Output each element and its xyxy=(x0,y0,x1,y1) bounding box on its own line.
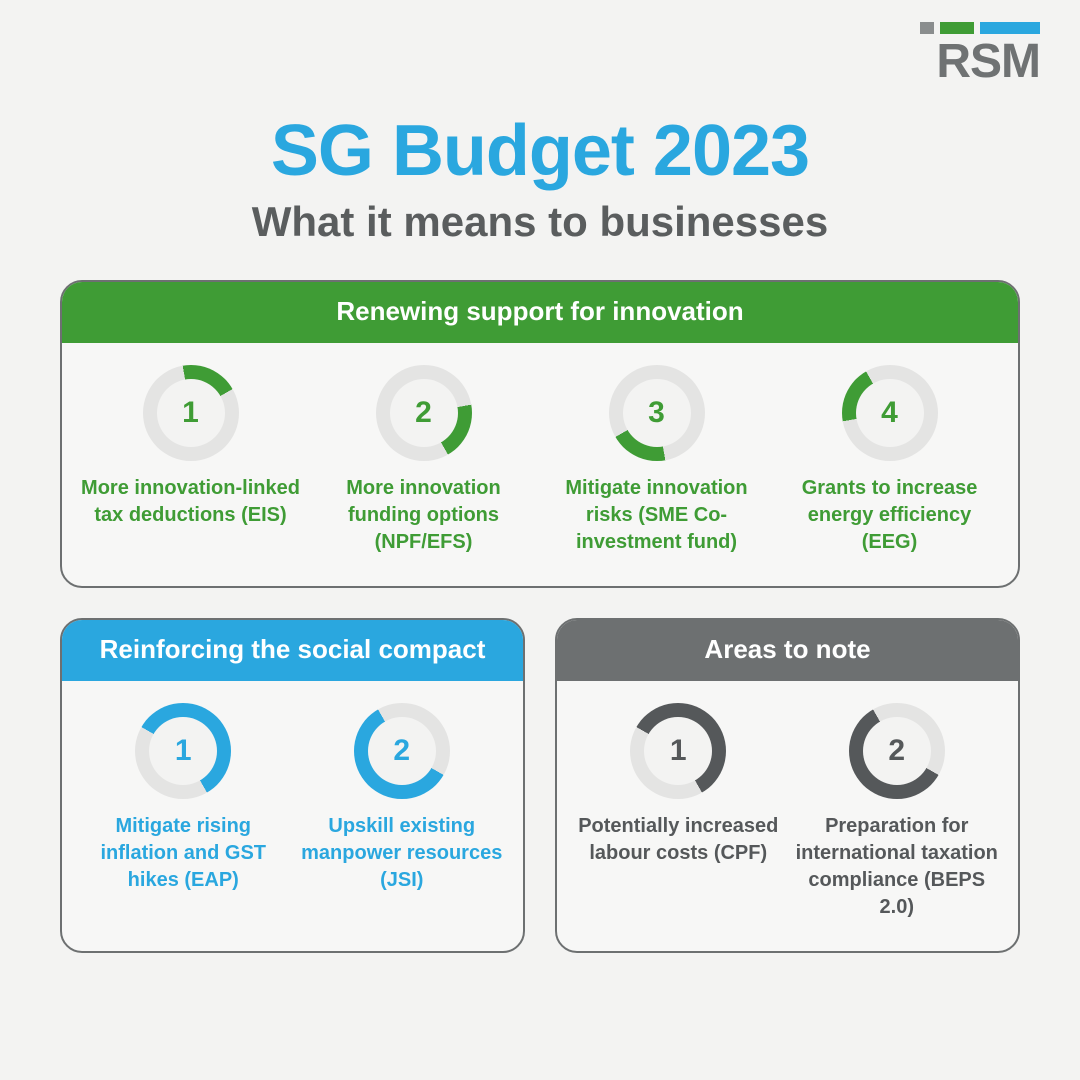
item-social-1: 1 Mitigate rising inflation and GST hike… xyxy=(80,703,287,894)
card-header-social: Reinforcing the social compact xyxy=(62,620,523,681)
card-innovation: Renewing support for innovation 1 More i… xyxy=(60,280,1020,588)
item-innovation-1: 1 More innovation-linked tax deductions … xyxy=(80,365,301,556)
page-subtitle: What it means to businesses xyxy=(0,198,1080,246)
item-social-2: 2 Upskill existing manpower resources (J… xyxy=(299,703,506,894)
item-label: Grants to increase energy efficiency (EE… xyxy=(779,475,1000,556)
ring-icon: 1 xyxy=(630,703,726,799)
ring-icon: 2 xyxy=(849,703,945,799)
item-innovation-3: 3 Mitigate innovation risks (SME Co-inve… xyxy=(546,365,767,556)
ring-number: 1 xyxy=(630,703,726,799)
ring-number: 2 xyxy=(354,703,450,799)
item-label: Mitigate rising inflation and GST hikes … xyxy=(80,813,287,894)
ring-number: 1 xyxy=(135,703,231,799)
ring-icon: 1 xyxy=(135,703,231,799)
item-label: More innovation-linked tax deductions (E… xyxy=(80,475,301,529)
card-social: Reinforcing the social compact 1 Mitigat… xyxy=(60,618,525,953)
card-items-note: 1 Potentially increased labour costs (CP… xyxy=(557,681,1018,951)
rsm-logo-bars xyxy=(920,22,1040,34)
item-label: Mitigate innovation risks (SME Co-invest… xyxy=(546,475,767,556)
card-header-innovation: Renewing support for innovation xyxy=(62,282,1018,343)
item-innovation-4: 4 Grants to increase energy efficiency (… xyxy=(779,365,1000,556)
item-label: Preparation for international taxation c… xyxy=(794,813,1001,921)
card-items-social: 1 Mitigate rising inflation and GST hike… xyxy=(62,681,523,924)
item-label: Potentially increased labour costs (CPF) xyxy=(575,813,782,867)
item-label: Upskill existing manpower resources (JSI… xyxy=(299,813,506,894)
ring-icon: 2 xyxy=(376,365,472,461)
ring-number: 1 xyxy=(143,365,239,461)
ring-icon: 2 xyxy=(354,703,450,799)
logo-bar-1 xyxy=(920,22,934,34)
rsm-logo-text: RSM xyxy=(920,38,1040,86)
card-items-innovation: 1 More innovation-linked tax deductions … xyxy=(62,343,1018,586)
ring-number: 2 xyxy=(849,703,945,799)
ring-number: 2 xyxy=(376,365,472,461)
item-label: More innovation funding options (NPF/EFS… xyxy=(313,475,534,556)
logo-bar-3 xyxy=(980,22,1040,34)
ring-icon: 4 xyxy=(842,365,938,461)
ring-icon: 1 xyxy=(143,365,239,461)
ring-icon: 3 xyxy=(609,365,705,461)
item-note-1: 1 Potentially increased labour costs (CP… xyxy=(575,703,782,921)
item-innovation-2: 2 More innovation funding options (NPF/E… xyxy=(313,365,534,556)
item-note-2: 2 Preparation for international taxation… xyxy=(794,703,1001,921)
page-title: SG Budget 2023 xyxy=(0,110,1080,192)
ring-number: 3 xyxy=(609,365,705,461)
logo-bar-2 xyxy=(940,22,974,34)
ring-number: 4 xyxy=(842,365,938,461)
card-note: Areas to note 1 Potentially increased la… xyxy=(555,618,1020,953)
rsm-logo: RSM xyxy=(920,22,1040,86)
card-header-note: Areas to note xyxy=(557,620,1018,681)
